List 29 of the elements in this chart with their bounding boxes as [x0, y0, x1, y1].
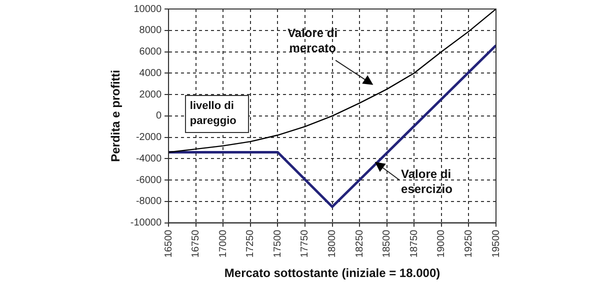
x-tick-label: 17750 — [300, 229, 311, 258]
x-tick-label: 19000 — [436, 229, 448, 258]
x-tick-label: 18250 — [354, 229, 366, 258]
y-tick-label: -6000 — [136, 174, 162, 186]
y-tick-label: 0 — [156, 110, 162, 122]
x-tick-label: 19250 — [463, 229, 474, 258]
x-tick-label: 18750 — [408, 229, 420, 258]
y-tick-label: 10000 — [134, 4, 162, 15]
y-tick-label: 2000 — [139, 89, 162, 100]
x-tick-label: 19500 — [490, 229, 502, 258]
y-tick-label: 4000 — [139, 68, 162, 79]
x-tick-label: 16750 — [190, 229, 202, 258]
annotation: Valore di mercato — [286, 26, 339, 56]
y-tick-label: -2000 — [136, 132, 162, 144]
y-axis-title: Perdita e profitti — [108, 70, 123, 162]
y-tick-label: -4000 — [136, 153, 162, 164]
x-tick-label: 17500 — [272, 229, 284, 258]
x-tick-label: 18500 — [382, 229, 393, 258]
x-tick-label: 17000 — [218, 229, 229, 258]
x-axis-title: Mercato sottostante (iniziale = 18.000) — [224, 266, 440, 280]
annotation: Valore di esercizio — [401, 167, 454, 198]
x-tick-label: 16500 — [163, 229, 174, 258]
y-tick-label: 8000 — [139, 25, 162, 36]
y-tick-label: -8000 — [136, 196, 162, 208]
y-tick-label: 6000 — [139, 46, 162, 58]
x-tick-label: 17250 — [245, 229, 256, 258]
x-tick-label: 18000 — [327, 229, 338, 258]
annotation: livello di pareggio — [184, 94, 249, 133]
y-tick-label: -10000 — [130, 218, 162, 229]
